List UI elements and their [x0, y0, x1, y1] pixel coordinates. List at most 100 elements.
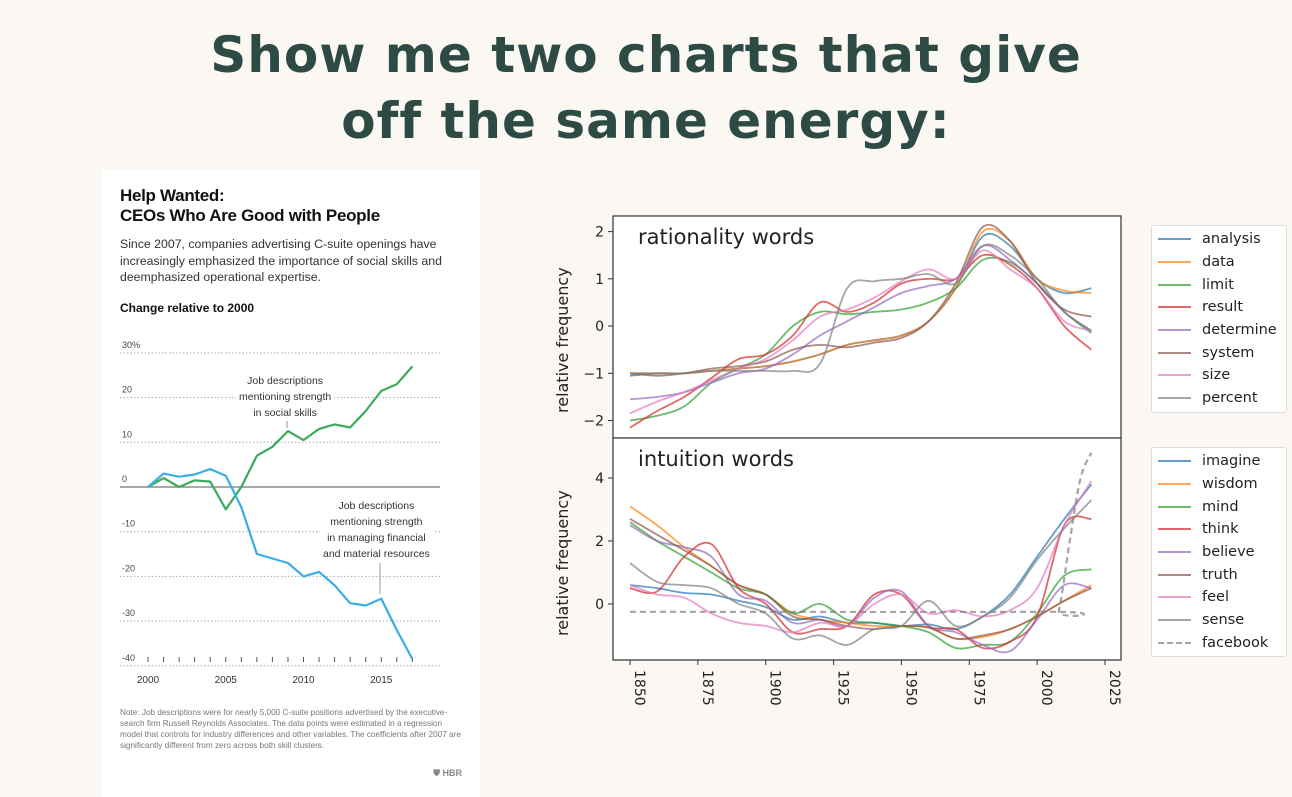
- legend-item-limit: limit: [1152, 273, 1286, 296]
- x-tick-label: 2005: [215, 675, 238, 686]
- y-tick-label: 10: [122, 429, 132, 439]
- legend-rationality: analysis data limit result determine system si…: [1151, 225, 1287, 413]
- legend-swatch: [1158, 619, 1191, 622]
- annotation-financial-resources: Job descriptions mentioning strength in …: [320, 498, 433, 562]
- legend-item-sense: sense: [1152, 609, 1286, 632]
- hbr-chart-subtitle: Since 2007, companies advertising C-suit…: [120, 237, 442, 284]
- hbr-chart-card: Help Wanted: CEOs Who Are Good with Peop…: [102, 170, 480, 797]
- panel-title-rationality: rationality words: [638, 225, 815, 249]
- y-tick-label: 2: [595, 225, 604, 241]
- legend-label: determine: [1202, 322, 1277, 339]
- annotation-social-skills: Job descriptions mentioning strength in …: [236, 373, 335, 421]
- legend-item-system: system: [1152, 341, 1286, 364]
- legend-swatch: [1158, 397, 1191, 400]
- legend-label: size: [1202, 367, 1231, 384]
- legend-label: facebook: [1202, 634, 1269, 651]
- annotation-line: and material resources: [323, 548, 430, 560]
- legend-item-mind: mind: [1152, 495, 1286, 518]
- series-line-feel: [629, 480, 1093, 634]
- hbr-logo: ⛊ HBR: [433, 768, 463, 778]
- x-tick-label: 2000: [137, 675, 160, 686]
- legend-swatch: [1158, 238, 1191, 241]
- legend-swatch: [1158, 306, 1191, 309]
- series-line-sense: [629, 499, 1093, 646]
- series-line-percent: [630, 243, 1092, 375]
- legend-swatch: [1158, 528, 1191, 531]
- legend-swatch: [1158, 374, 1191, 377]
- x-tick-label: 1950: [902, 670, 918, 706]
- series-line-result: [629, 253, 1092, 429]
- legend-label: mind: [1202, 498, 1239, 515]
- annotation-line: in social skills: [253, 407, 317, 419]
- y-tick-label: −2: [583, 414, 604, 430]
- legend-swatch: [1158, 261, 1191, 264]
- legend-item-facebook: facebook: [1152, 632, 1286, 655]
- series-line-determine: [629, 244, 1092, 401]
- y-tick-label: 0: [595, 319, 604, 335]
- legend-item-imagine: imagine: [1152, 450, 1286, 473]
- y-tick-label: 0: [595, 597, 604, 613]
- y-tick-label: 30%: [122, 340, 140, 350]
- legend-swatch: [1158, 460, 1191, 463]
- legend-swatch: [1158, 351, 1191, 354]
- series-line-social-skills: [147, 365, 414, 511]
- y-tick-label: 1: [595, 272, 604, 288]
- x-tick-label: 2015: [370, 675, 393, 686]
- y-tick-label: 0: [122, 474, 127, 484]
- y-axis-label-intuition: relative frequency: [553, 490, 572, 636]
- hbr-logo-text: HBR: [442, 768, 463, 778]
- series-line-truth: [629, 518, 1092, 640]
- y-tick-label: 4: [595, 471, 604, 487]
- series-line-financial-resources: [147, 468, 414, 660]
- legend-item-analysis: analysis: [1152, 228, 1286, 251]
- headline-line-2: off the same energy:: [341, 92, 951, 150]
- series-line-imagine: [629, 483, 1093, 631]
- hbr-title-line-1: Help Wanted:: [120, 186, 225, 205]
- series-line-facebook: [629, 452, 1093, 617]
- hbr-title-line-2: CEOs Who Are Good with People: [120, 206, 380, 225]
- legend-label: system: [1202, 344, 1255, 361]
- legend-label: think: [1202, 521, 1239, 538]
- y-tick-label: -20: [122, 563, 135, 573]
- series-line-think: [629, 515, 1092, 650]
- hbr-y-axis-label: Change relative to 2000: [120, 301, 255, 315]
- y-axis-label-rationality: relative frequency: [553, 267, 572, 413]
- legend-item-believe: believe: [1152, 541, 1286, 564]
- legend-item-think: think: [1152, 518, 1286, 541]
- legend-label: feel: [1202, 589, 1229, 606]
- x-tick-label: 1850: [631, 670, 647, 706]
- legend-swatch: [1158, 596, 1191, 599]
- legend-label: imagine: [1202, 453, 1261, 470]
- annotation-line: mentioning strength: [239, 391, 332, 403]
- y-tick-label: -10: [122, 519, 135, 529]
- plot-area-0: [612, 215, 1122, 439]
- legend-item-data: data: [1152, 251, 1286, 274]
- legend-item-percent: percent: [1152, 387, 1286, 410]
- x-tick-label: 1975: [970, 670, 986, 706]
- x-tick-label: 2010: [292, 675, 315, 686]
- legend-swatch: [1158, 573, 1191, 576]
- legend-item-wisdom: wisdom: [1152, 473, 1286, 496]
- legend-label: percent: [1202, 390, 1258, 407]
- panel-title-intuition: intuition words: [638, 447, 794, 471]
- series-line-size: [629, 249, 1092, 415]
- legend-item-size: size: [1152, 364, 1286, 387]
- legend-swatch: [1158, 483, 1191, 486]
- hbr-chart-title: Help Wanted: CEOs Who Are Good with Peop…: [120, 186, 380, 226]
- legend-label: wisdom: [1202, 476, 1258, 493]
- y-tick-label: -40: [122, 653, 135, 663]
- legend-label: sense: [1202, 612, 1245, 629]
- legend-swatch: [1158, 283, 1191, 286]
- y-tick-label: 2: [595, 534, 604, 550]
- x-tick-label: 1875: [699, 670, 715, 706]
- annotation-line: Job descriptions: [247, 375, 324, 387]
- headline-line-1: Show me two charts that give: [210, 26, 1082, 84]
- legend-label: analysis: [1202, 231, 1261, 248]
- legend-item-feel: feel: [1152, 586, 1286, 609]
- legend-label: data: [1202, 254, 1235, 271]
- x-tick-label: 2000: [1038, 670, 1054, 706]
- annotation-line: mentioning strength: [330, 516, 423, 528]
- legend-swatch: [1158, 551, 1191, 554]
- legend-label: truth: [1202, 566, 1238, 583]
